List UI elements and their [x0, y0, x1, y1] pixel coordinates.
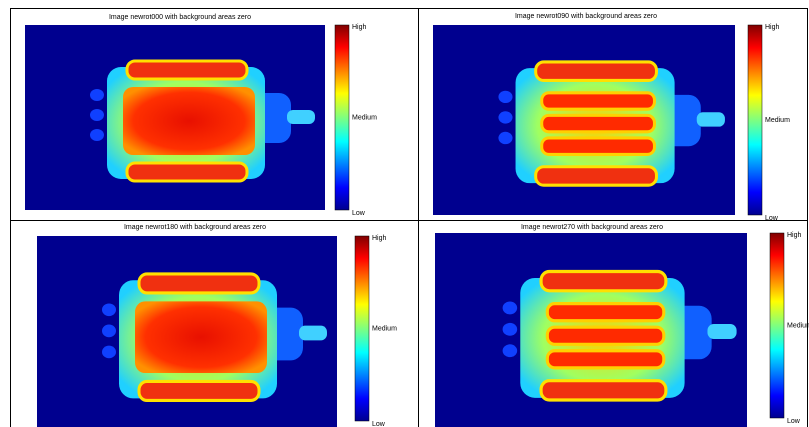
- motor-bump: [498, 111, 513, 124]
- colorbar-label: Low: [787, 418, 801, 425]
- motor-shaft: [287, 110, 315, 124]
- colorbar-label: Medium: [765, 117, 790, 124]
- heatmap-image: [435, 233, 747, 427]
- motor-band: [125, 59, 249, 81]
- figure-border: [10, 8, 808, 427]
- motor-core: [540, 113, 656, 134]
- motor-band: [539, 269, 668, 293]
- motor-bump: [502, 322, 518, 336]
- colorbar: [334, 24, 350, 211]
- colorbar-label: Medium: [787, 322, 809, 329]
- motor-core: [540, 136, 656, 156]
- motor-bump: [498, 131, 513, 145]
- motor-core: [545, 349, 666, 370]
- motor-bump: [498, 90, 513, 104]
- motor-bump: [502, 344, 518, 358]
- motor-bump: [502, 301, 518, 315]
- motor-band: [125, 161, 249, 183]
- motor-band: [534, 165, 658, 187]
- heatmap-image: [433, 25, 735, 215]
- motor-shaft: [707, 323, 737, 339]
- colorbar-label: Medium: [352, 114, 377, 121]
- colorbar-label: Low: [352, 210, 366, 217]
- motor-shaft: [299, 325, 327, 341]
- motor-bump: [102, 303, 116, 317]
- colorbar: [354, 235, 370, 422]
- colorbar-label: High: [372, 235, 387, 242]
- colorbar-label: High: [765, 24, 780, 31]
- motor-bump: [102, 324, 116, 338]
- motor-bump: [90, 109, 104, 121]
- panel-title: Image newrot000 with background areas ze…: [109, 14, 251, 21]
- motor-core: [540, 91, 656, 111]
- motor-bump: [102, 345, 116, 359]
- motor-band: [137, 272, 261, 295]
- motor-bump: [90, 89, 104, 101]
- colorbar-label: Low: [765, 215, 779, 222]
- panel-title: Image newrot090 with background areas ze…: [515, 13, 657, 20]
- heatmap-image: [37, 236, 337, 427]
- panel-title: Image newrot270 with background areas ze…: [521, 224, 663, 231]
- colorbar-label: High: [352, 24, 367, 31]
- colorbar: [769, 232, 785, 419]
- motor-band: [534, 60, 658, 82]
- heatmap-image: [25, 25, 325, 210]
- motor-core: [545, 325, 666, 346]
- motor-core: [123, 87, 255, 155]
- motor-core: [545, 302, 666, 323]
- motor-core: [135, 301, 267, 374]
- panel-title: Image newrot180 with background areas ze…: [124, 224, 266, 231]
- motor-bump: [90, 129, 104, 141]
- motor-shaft: [696, 112, 725, 127]
- colorbar: [747, 24, 763, 216]
- motor-band: [137, 379, 261, 403]
- motor-band: [539, 379, 668, 402]
- colorbar-label: High: [787, 232, 802, 239]
- colorbar-label: Medium: [372, 325, 397, 332]
- colorbar-label: Low: [372, 421, 386, 427]
